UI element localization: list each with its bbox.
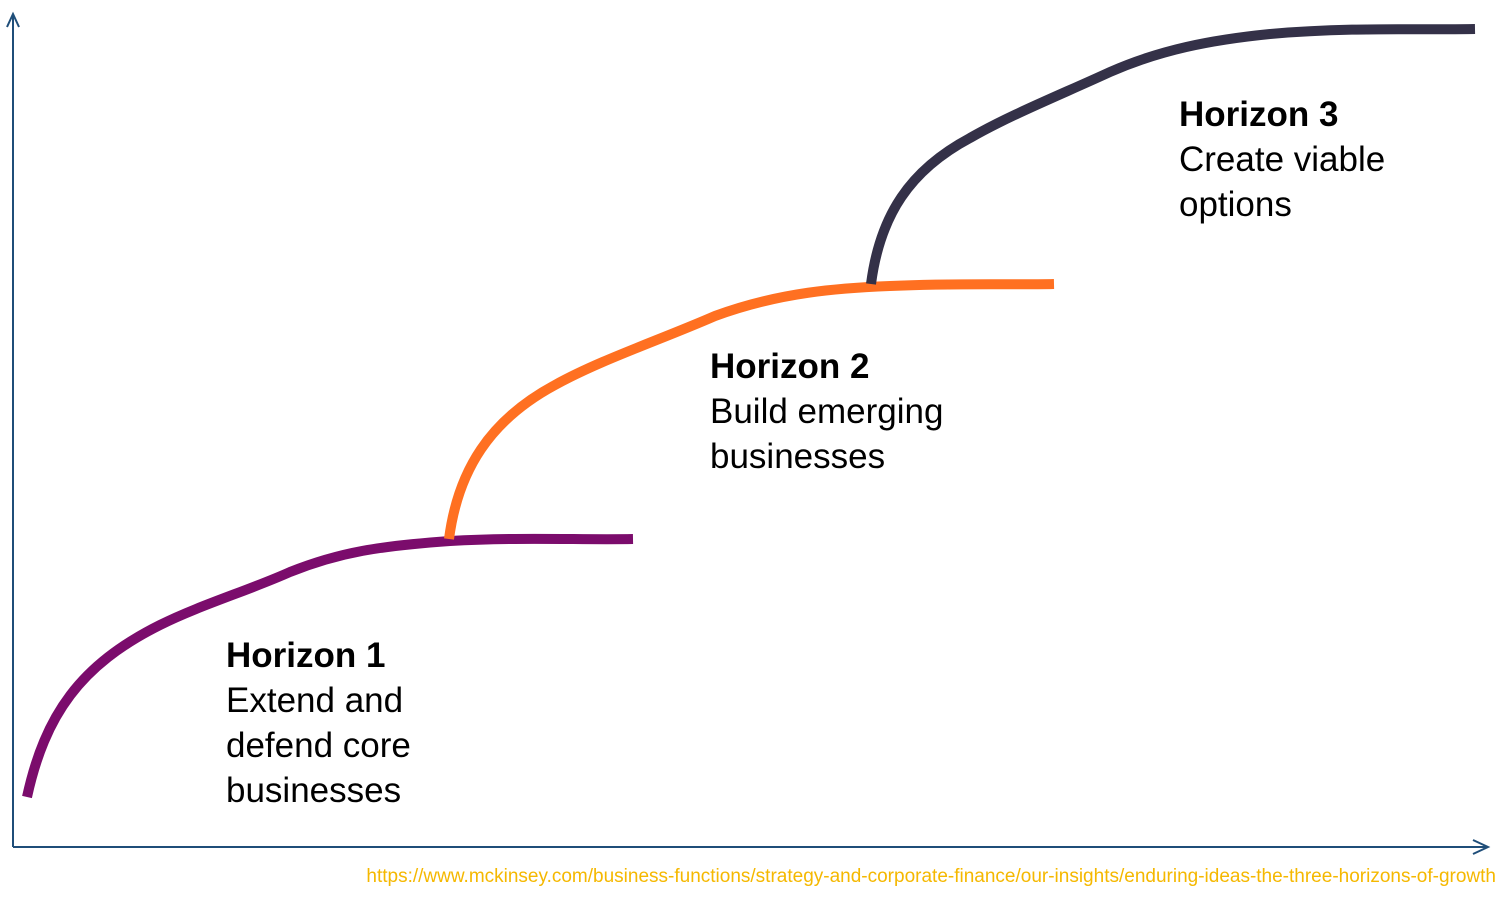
horizon-2-label: Horizon 2 Build emerging businesses (710, 344, 943, 479)
horizon-1-desc-line-1: Extend and (226, 681, 404, 720)
horizon-1-curve (22, 533, 634, 799)
horizon-1-desc-line-3: businesses (226, 771, 402, 810)
horizon-3-curve (866, 24, 1476, 285)
horizon-3-desc-line-2: options (1179, 185, 1292, 224)
horizon-2-title: Horizon 2 (710, 347, 870, 386)
horizon-3-label: Horizon 3 Create viable options (1179, 92, 1385, 227)
x-axis-arrowhead (1472, 839, 1491, 855)
y-axis-arrowhead (6, 11, 20, 28)
horizon-1-title: Horizon 1 (226, 636, 386, 675)
horizon-2-curve (444, 279, 1055, 540)
horizon-1-label: Horizon 1 Extend and defend core busines… (226, 633, 411, 813)
horizon-3-desc-line-1: Create viable (1179, 140, 1386, 179)
horizon-2-desc-line-2: businesses (710, 437, 886, 476)
horizon-1-desc-line-2: defend core (226, 726, 411, 765)
horizon-2-desc-line-1: Build emerging (710, 392, 944, 431)
horizon-3-title: Horizon 3 (1179, 95, 1339, 134)
source-url-link[interactable]: https://www.mckinsey.com/business-functi… (366, 866, 1496, 887)
